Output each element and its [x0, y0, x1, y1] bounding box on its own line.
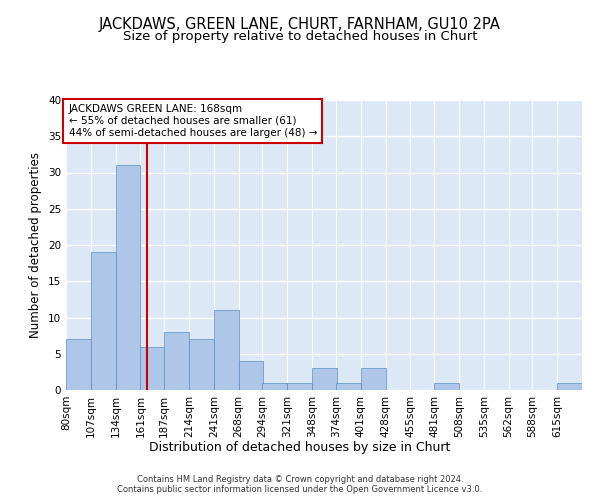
Y-axis label: Number of detached properties: Number of detached properties	[29, 152, 43, 338]
Bar	[336, 383, 361, 390]
Text: Size of property relative to detached houses in Churt: Size of property relative to detached ho…	[123, 30, 477, 43]
Bar	[312, 368, 337, 390]
Bar	[557, 383, 582, 390]
Bar	[239, 361, 263, 390]
Bar	[262, 383, 287, 390]
Bar	[361, 368, 386, 390]
Text: Distribution of detached houses by size in Churt: Distribution of detached houses by size …	[149, 441, 451, 454]
Bar	[164, 332, 189, 390]
Bar	[287, 383, 312, 390]
Text: JACKDAWS GREEN LANE: 168sqm
← 55% of detached houses are smaller (61)
44% of sem: JACKDAWS GREEN LANE: 168sqm ← 55% of det…	[68, 104, 317, 138]
Bar	[91, 252, 116, 390]
Bar	[214, 310, 239, 390]
Bar	[434, 383, 459, 390]
Bar	[116, 165, 140, 390]
Text: JACKDAWS, GREEN LANE, CHURT, FARNHAM, GU10 2PA: JACKDAWS, GREEN LANE, CHURT, FARNHAM, GU…	[99, 18, 501, 32]
Text: Contains HM Land Registry data © Crown copyright and database right 2024.
Contai: Contains HM Land Registry data © Crown c…	[118, 474, 482, 494]
Bar	[140, 346, 165, 390]
Bar	[66, 339, 91, 390]
Bar	[189, 339, 214, 390]
